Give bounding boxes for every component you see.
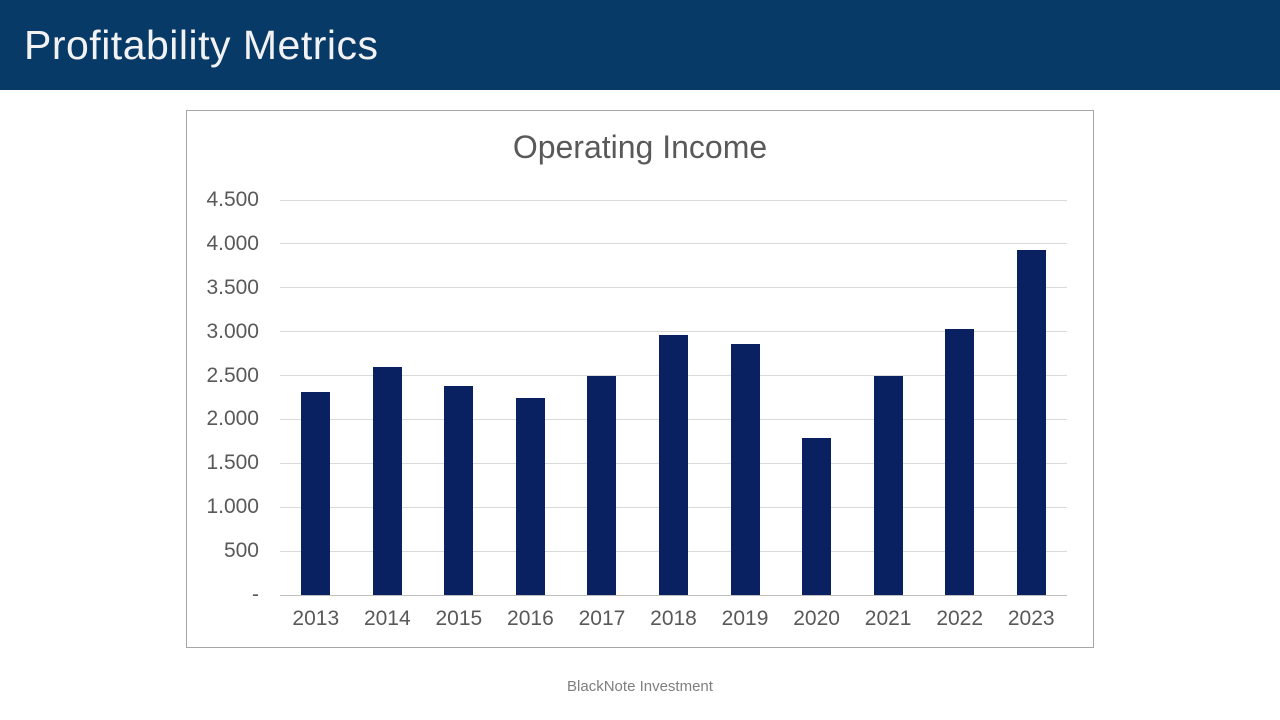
x-tick-label: 2022 <box>936 607 984 630</box>
x-tick-label: 2018 <box>650 607 697 630</box>
x-tick-label: 2020 <box>793 607 840 630</box>
gridline <box>280 331 1067 333</box>
y-tick-label: 3.500 <box>206 275 259 299</box>
bar-2023 <box>1016 250 1046 595</box>
x-tick-label: 2013 <box>292 607 340 630</box>
y-tick-label: 1.500 <box>206 451 259 475</box>
y-tick-label: 4.000 <box>206 231 259 255</box>
x-tick-label: 2016 <box>507 607 554 630</box>
y-tick-label: - <box>252 583 259 606</box>
bar-2016 <box>515 398 545 595</box>
gridline <box>280 287 1067 289</box>
gridline <box>280 199 1067 201</box>
slide-footer: BlackNote Investment <box>567 678 713 695</box>
chart-frame: Operating Income - 500 1.000 1.500 2.000 2.50… <box>186 110 1094 648</box>
y-tick-label: 2.500 <box>206 363 259 387</box>
chart-title: Operating Income <box>512 129 768 165</box>
bar-2014 <box>372 366 402 595</box>
bar-2022 <box>945 329 975 595</box>
bar-2015 <box>444 386 474 595</box>
bar-2019 <box>730 343 760 595</box>
x-axis-line <box>280 594 1067 596</box>
x-tick-label: 2014 <box>363 607 411 630</box>
bar-2020 <box>802 437 832 595</box>
bar-2018 <box>659 335 688 595</box>
y-tick-label: 2.000 <box>206 407 259 431</box>
y-tick-label: 500 <box>223 539 259 563</box>
x-tick-label: 2017 <box>578 607 626 630</box>
x-tick-label: 2021 <box>864 607 912 630</box>
slide-header: Profitability Metrics <box>0 0 1280 90</box>
x-tick-label: 2019 <box>721 607 769 630</box>
y-tick-label: 4.500 <box>206 188 259 211</box>
bar-2017 <box>587 375 617 595</box>
gridline <box>280 243 1067 245</box>
y-tick-label: 3.000 <box>206 319 259 343</box>
plot-area: - 500 1.000 1.500 2.000 2.500 3.000 3.500 4.000 4… <box>206 189 1067 630</box>
slide-title: Profitability Metrics <box>24 21 379 68</box>
bar-2013 <box>301 392 331 595</box>
y-tick-label: 1.000 <box>206 495 259 519</box>
x-tick-label: 2015 <box>435 607 483 630</box>
x-tick-label: 2023 <box>1007 607 1055 630</box>
bar-2021 <box>873 375 903 595</box>
